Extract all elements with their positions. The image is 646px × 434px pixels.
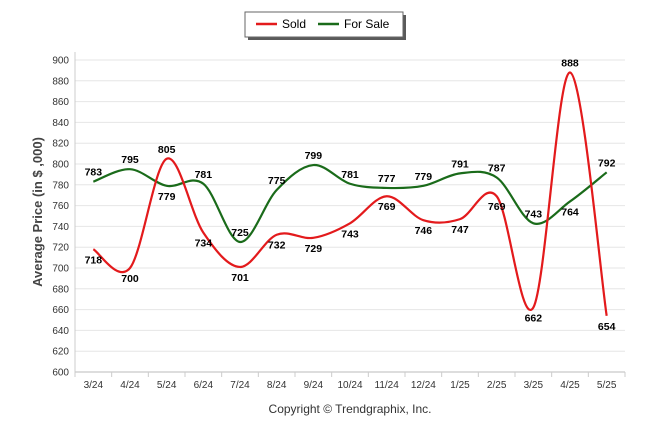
- y-tick-label: 800: [52, 160, 69, 171]
- y-tick-label: 640: [52, 326, 69, 337]
- data-labels: 718 700 805 734 701 732 729 743 769 746 747 769 662 8…: [85, 57, 616, 332]
- series-line-for-sale: [92, 163, 608, 244]
- data-label-sold: 746: [415, 225, 433, 237]
- data-label-sold: 700: [121, 273, 139, 285]
- gridlines: [74, 52, 625, 373]
- x-tick-labels: 3/24 4/24 5/24 6/24 7/24 8/24 9/24 10/24 11/24 12…: [84, 380, 617, 391]
- y-axis-label: Average Price (in $ ,000): [30, 137, 45, 287]
- data-label-for-sale: 792: [598, 157, 616, 169]
- data-label-sold: 701: [231, 272, 249, 284]
- plot-area: [75, 52, 625, 372]
- y-tick-label: 620: [52, 347, 69, 358]
- series-lines: [92, 71, 608, 317]
- data-label-for-sale: 787: [488, 163, 506, 175]
- data-label-sold: 743: [341, 228, 359, 240]
- data-label-sold: 769: [488, 201, 506, 213]
- data-label-sold: 732: [268, 240, 286, 252]
- y-tick-labels: 600 620 640 660 680 700 720 740 760 780 800 820 840 8…: [52, 56, 69, 379]
- data-label-sold: 888: [561, 57, 579, 69]
- y-tick-label: 680: [52, 284, 69, 295]
- x-tick-label: 6/24: [194, 380, 214, 391]
- data-label-for-sale: 781: [195, 169, 213, 181]
- x-tick-label: 9/24: [304, 380, 324, 391]
- x-tick-label: 5/25: [597, 380, 617, 391]
- data-label-for-sale: 743: [525, 208, 543, 220]
- y-tick-label: 780: [52, 180, 69, 191]
- data-label-sold: 662: [525, 313, 543, 325]
- data-label-sold: 718: [85, 254, 103, 266]
- legend-label-sold: Sold: [282, 17, 306, 31]
- data-label-sold: 769: [378, 201, 396, 213]
- data-label-sold: 747: [451, 224, 469, 236]
- x-tick-label: 4/24: [120, 380, 140, 391]
- copyright-credit: Copyright © Trendgraphix, Inc.: [269, 402, 432, 416]
- legend-label-for-sale: For Sale: [344, 17, 390, 31]
- data-label-for-sale: 783: [85, 167, 103, 179]
- x-tick-label: 12/24: [411, 380, 436, 391]
- x-tick-label: 11/24: [375, 380, 400, 391]
- data-label-for-sale: 795: [121, 154, 139, 166]
- data-label-for-sale: 799: [305, 150, 323, 162]
- y-tick-label: 740: [52, 222, 69, 233]
- y-tick-label: 700: [52, 264, 69, 275]
- y-tick-label: 900: [52, 56, 69, 67]
- x-tick-label: 7/24: [230, 380, 250, 391]
- data-label-sold: 734: [195, 238, 213, 250]
- data-label-sold: 729: [305, 243, 323, 255]
- x-tick-label: 10/24: [337, 380, 362, 391]
- y-tick-label: 720: [52, 243, 69, 254]
- series-line-sold: [92, 71, 608, 317]
- data-label-for-sale: 725: [231, 227, 249, 239]
- y-tick-label: 760: [52, 201, 69, 212]
- x-tick-label: 5/24: [157, 380, 177, 391]
- x-tick-label: 4/25: [560, 380, 580, 391]
- data-label-for-sale: 779: [158, 191, 176, 203]
- data-label-sold: 654: [598, 321, 616, 333]
- data-label-sold: 805: [158, 144, 176, 156]
- data-label-for-sale: 777: [378, 173, 396, 185]
- legend: Sold For Sale: [244, 11, 406, 40]
- data-label-for-sale: 791: [451, 158, 469, 170]
- data-label-for-sale: 775: [268, 175, 286, 187]
- x-tick-label: 8/24: [267, 380, 287, 391]
- x-tick-label: 3/25: [524, 380, 544, 391]
- x-tick-label: 1/25: [450, 380, 470, 391]
- data-label-for-sale: 781: [341, 169, 359, 181]
- y-tick-label: 840: [52, 118, 69, 129]
- x-tick-label: 3/24: [84, 380, 104, 391]
- y-tick-label: 600: [52, 368, 69, 379]
- y-tick-label: 860: [52, 97, 69, 108]
- y-tick-label: 880: [52, 76, 69, 87]
- y-tick-label: 660: [52, 305, 69, 316]
- x-ticks: [74, 372, 626, 377]
- y-tick-label: 820: [52, 139, 69, 150]
- data-label-for-sale: 764: [561, 206, 579, 218]
- x-tick-label: 2/25: [487, 380, 507, 391]
- data-label-for-sale: 779: [415, 171, 433, 183]
